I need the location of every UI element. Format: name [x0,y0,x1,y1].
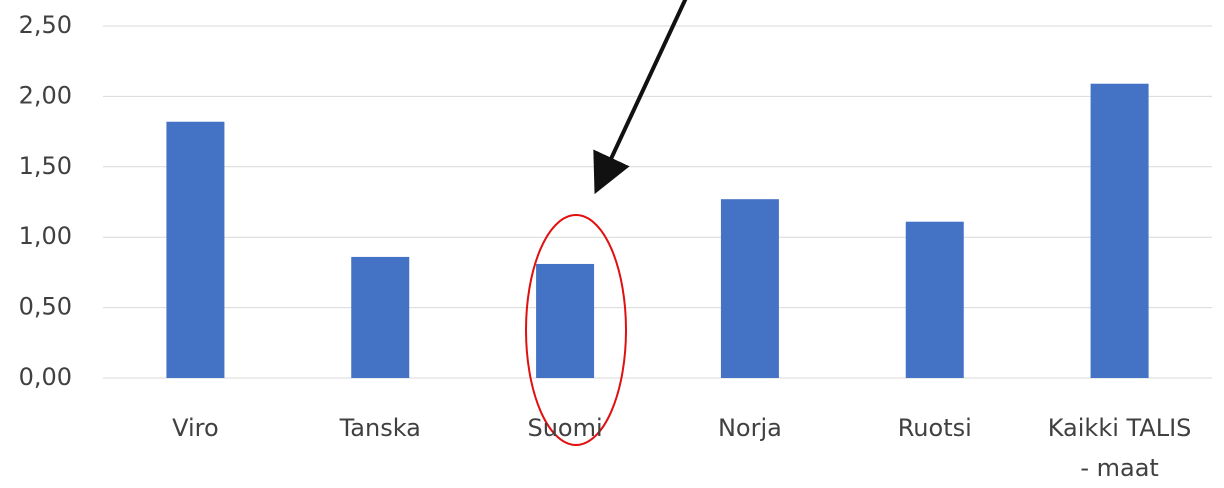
bar [720,199,779,378]
y-tick-label: 1,00 [19,222,72,250]
x-tick-label: Ruotsi [897,414,972,442]
y-tick-label: 0,50 [19,293,72,321]
y-tick-label: 2,50 [19,11,72,39]
x-tick-label: Viro [172,414,219,442]
x-tick-label: Kaikki TALIS - maat [1047,414,1192,482]
bar [1090,83,1149,378]
bar [536,263,595,378]
bars [166,83,1149,378]
grid [103,25,1212,379]
arrow [593,0,688,195]
bar [351,256,410,378]
x-tick-label: Suomi [527,414,603,442]
y-tick-label: 0,00 [19,363,72,391]
x-tick-label: Norja [717,414,782,442]
highlight-ellipse [525,214,627,446]
y-tick-label: 2,00 [19,81,72,109]
y-tick-label: 1,50 [19,152,72,180]
bar [905,221,964,378]
bar [166,121,225,378]
x-tick-label: Tanska [339,414,421,442]
